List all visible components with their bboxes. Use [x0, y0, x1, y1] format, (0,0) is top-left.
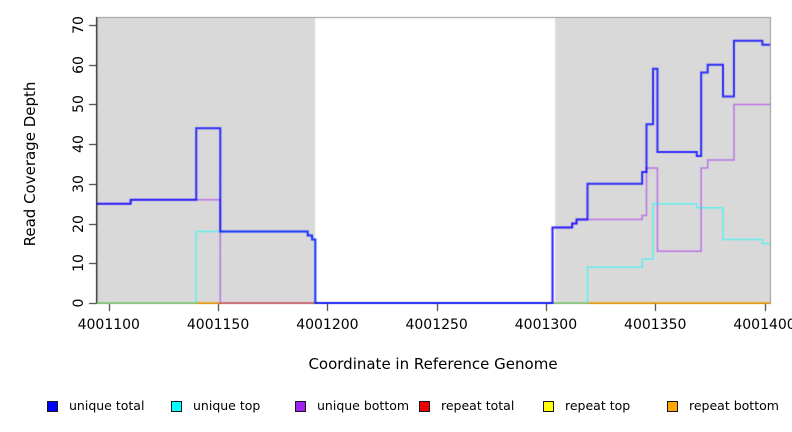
y-tick-label: 50: [71, 95, 87, 114]
x-tick-label: 4001350: [624, 317, 687, 333]
legend-swatch-repeat-bottom: [667, 400, 678, 412]
x-tick-label: 4001100: [77, 317, 140, 333]
y-tick-label: 0: [71, 298, 87, 308]
x-axis-title: Coordinate in Reference Genome: [308, 355, 558, 373]
legend-label: unique total: [69, 398, 145, 413]
legend-swatch-unique-total: [47, 400, 58, 412]
x-tick-label: 4001200: [296, 317, 359, 333]
legend-item-unique-total: unique total: [47, 398, 171, 414]
x-tick-label: 4001300: [514, 317, 578, 333]
y-axis-title: Read Coverage Depth: [21, 81, 39, 247]
legend-item-repeat-top: repeat top: [543, 398, 667, 414]
x-tick-label: 4001400: [733, 317, 792, 333]
y-tick-label: 30: [71, 174, 87, 193]
legend-label: unique top: [193, 398, 261, 413]
legend-swatch-unique-top: [171, 400, 182, 412]
x-tick-label: 4001150: [186, 317, 250, 333]
legend-label: unique bottom: [317, 398, 410, 413]
y-tick-label: 20: [71, 214, 87, 233]
legend-label: repeat top: [565, 398, 631, 413]
legend-item-repeat-bottom: repeat bottom: [667, 398, 791, 414]
legend-swatch-repeat-total: [419, 400, 430, 412]
legend-label: repeat total: [441, 398, 515, 413]
legend-swatch-unique-bottom: [295, 400, 306, 412]
y-tick-label: 10: [71, 254, 87, 273]
legend-item-repeat-total: repeat total: [419, 398, 543, 414]
legend-item-unique-top: unique top: [171, 398, 295, 414]
legend: unique total unique top unique bottom re…: [47, 398, 791, 414]
legend-label: repeat bottom: [689, 398, 779, 413]
x-tick-label: 4001250: [405, 317, 468, 333]
legend-item-unique-bottom: unique bottom: [295, 398, 419, 414]
y-tick-label: 40: [71, 135, 87, 154]
y-tick-label: 70: [71, 16, 87, 34]
legend-swatch-repeat-top: [543, 400, 554, 412]
y-tick-label: 60: [71, 55, 87, 74]
